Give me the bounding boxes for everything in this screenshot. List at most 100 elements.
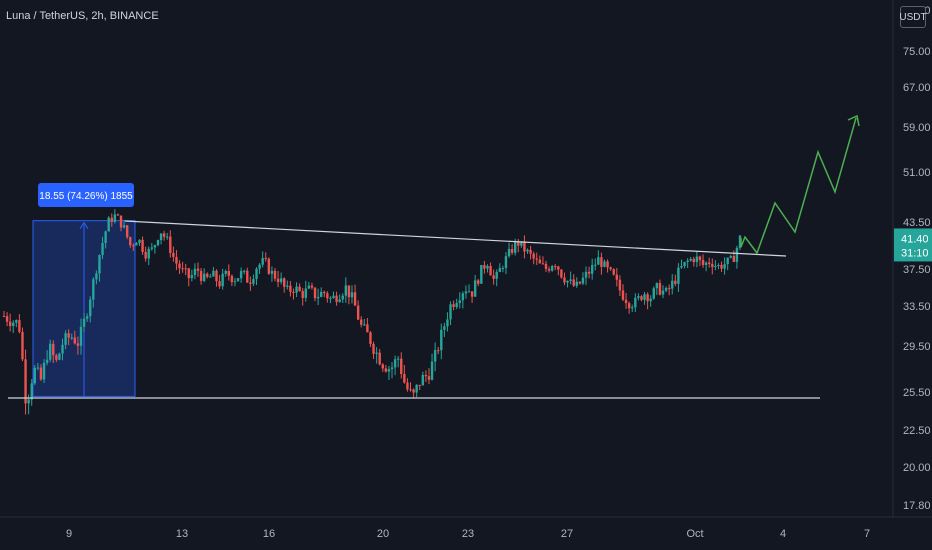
candle-body bbox=[597, 257, 600, 265]
candle-body bbox=[396, 358, 400, 360]
candle-body bbox=[166, 236, 169, 238]
candle-body bbox=[563, 277, 566, 283]
x-tick-label: 27 bbox=[561, 528, 573, 540]
candle-body bbox=[732, 255, 736, 262]
candle-body bbox=[122, 225, 126, 228]
candle-body bbox=[153, 245, 157, 248]
y-tick-label: 17.80 bbox=[903, 500, 931, 512]
candle-body bbox=[427, 376, 431, 380]
candle-body bbox=[520, 241, 523, 246]
candle-body bbox=[363, 324, 366, 326]
candle-body bbox=[375, 352, 378, 354]
candle-body bbox=[89, 299, 92, 317]
candle-body bbox=[609, 267, 612, 270]
candle-body bbox=[316, 296, 320, 299]
candle-body bbox=[378, 352, 381, 365]
candle-body bbox=[138, 239, 141, 244]
chart-title: Luna / TetherUS, 2h, BINANCE bbox=[6, 10, 159, 22]
candle-body bbox=[64, 333, 67, 345]
candle-body bbox=[606, 261, 609, 268]
y-tick-label: 67.00 bbox=[903, 82, 931, 94]
projection-path[interactable] bbox=[740, 117, 857, 255]
candle-body bbox=[73, 337, 77, 344]
candle-body bbox=[437, 350, 440, 352]
candle-body bbox=[224, 270, 227, 274]
candle-body bbox=[390, 367, 394, 370]
x-tick-label: 9 bbox=[66, 528, 72, 540]
candle-body bbox=[449, 304, 452, 320]
candle-body bbox=[723, 264, 726, 269]
candle-body bbox=[329, 297, 332, 299]
candle-body bbox=[513, 241, 517, 253]
candle-body bbox=[181, 268, 184, 270]
candle-body bbox=[18, 320, 21, 332]
candle-body bbox=[310, 285, 314, 288]
y-tick-label: 75.00 bbox=[903, 46, 931, 58]
candle-body bbox=[560, 269, 563, 278]
candle-body bbox=[132, 245, 135, 247]
candle-body bbox=[566, 280, 569, 283]
candle-body bbox=[341, 295, 344, 300]
candle-body bbox=[532, 253, 535, 259]
candle-body bbox=[52, 343, 55, 356]
candle-body bbox=[473, 280, 477, 297]
candle-body bbox=[483, 265, 486, 269]
candle-body bbox=[526, 249, 529, 252]
candle-body bbox=[464, 291, 468, 294]
candle-body bbox=[356, 305, 360, 320]
candle-body bbox=[572, 279, 575, 286]
projection-arrow-head bbox=[847, 114, 860, 127]
candle-body bbox=[701, 259, 705, 265]
candle-body bbox=[708, 262, 711, 265]
time-axis[interactable] bbox=[0, 517, 932, 550]
candle-body bbox=[162, 233, 166, 237]
currency-selector[interactable]: USDT bbox=[899, 6, 927, 28]
candle-body bbox=[477, 280, 480, 284]
candle-body bbox=[313, 287, 317, 299]
candle-body bbox=[683, 261, 686, 267]
candle-body bbox=[634, 297, 637, 308]
candle-body bbox=[538, 259, 542, 264]
candle-body bbox=[584, 271, 588, 278]
candle-body bbox=[406, 382, 409, 390]
candle-body bbox=[332, 295, 335, 298]
candle-body bbox=[612, 269, 615, 275]
candle-body bbox=[249, 282, 252, 284]
candle-body bbox=[187, 268, 190, 279]
candle-body bbox=[215, 270, 218, 282]
candle-body bbox=[353, 292, 357, 306]
candle-body bbox=[470, 291, 474, 297]
candle-body bbox=[360, 319, 363, 325]
candle-body bbox=[403, 373, 406, 383]
candle-body bbox=[55, 355, 58, 360]
candle-body bbox=[48, 343, 52, 360]
candle-body bbox=[326, 293, 329, 299]
candle-body bbox=[295, 286, 298, 293]
candle-body bbox=[446, 319, 449, 327]
candle-body bbox=[82, 318, 86, 327]
y-tick-label: 59.00 bbox=[903, 122, 931, 134]
x-tick-label: 4 bbox=[780, 528, 786, 540]
candle-body bbox=[239, 270, 243, 279]
candle-body bbox=[289, 285, 292, 292]
resistance-trendline[interactable] bbox=[124, 220, 787, 257]
measure-label-box bbox=[38, 183, 134, 207]
candle-body bbox=[344, 285, 348, 296]
candle-body bbox=[495, 271, 498, 279]
candle-body bbox=[193, 268, 197, 276]
candle-body bbox=[501, 267, 505, 269]
candle-body bbox=[467, 291, 471, 293]
candle-body bbox=[554, 266, 557, 268]
candle-body bbox=[236, 278, 240, 282]
measure-label: 18.55 (74.26%) 1855 bbox=[39, 191, 133, 202]
candle-body bbox=[141, 239, 144, 252]
candle-body bbox=[116, 214, 120, 216]
candle-body bbox=[729, 255, 732, 258]
candle-body bbox=[233, 281, 237, 283]
y-tick-label: 37.50 bbox=[903, 264, 931, 276]
candle-body bbox=[587, 271, 591, 274]
candle-body bbox=[661, 290, 665, 295]
candle-body bbox=[569, 279, 572, 281]
candle-body bbox=[95, 273, 98, 280]
